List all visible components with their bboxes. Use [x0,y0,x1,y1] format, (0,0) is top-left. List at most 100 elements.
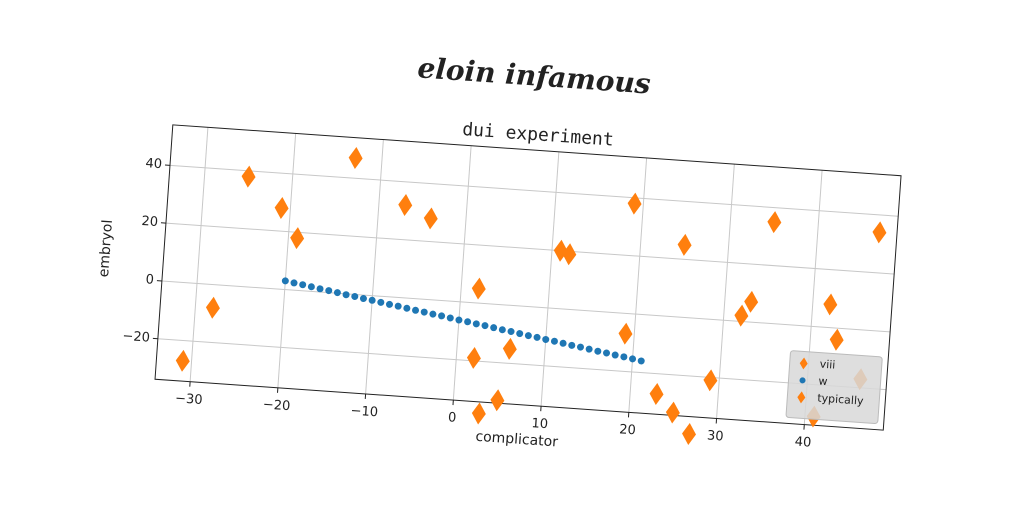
dot-marker [568,341,576,349]
dot-marker [325,287,333,295]
dot-marker [281,277,289,285]
dot-marker [611,351,619,359]
y-tick-label: −20 [122,329,150,346]
x-tick-label: −20 [262,397,290,414]
diamond-marker [205,296,220,319]
dot-marker [603,349,611,357]
dot-marker [290,279,298,287]
dot-marker [620,353,628,361]
dot-marker [429,310,437,318]
diamond-marker [274,197,289,219]
rotated-figure: eloin infamous dui experiment complicato… [96,51,902,451]
dot-marker [368,296,376,304]
dot-marker [481,322,489,330]
dot-marker [533,333,541,341]
legend-marker [799,377,806,384]
grid-line [365,139,384,394]
diamond-marker [471,277,486,300]
diamond-marker [682,423,696,445]
x-axis-label: complicator [475,429,559,451]
dot-marker [412,306,420,314]
diamond-marker [398,194,413,216]
grid-line [452,145,472,401]
diamond-marker [348,146,363,169]
x-tick-label: 40 [794,435,812,451]
x-tick-label: −10 [350,403,378,420]
dot-marker [455,316,463,324]
legend-marker [799,357,808,370]
grid-line [165,222,895,275]
grid-line [189,127,209,382]
dot-marker [629,355,637,363]
dot-marker [464,318,472,326]
dot-marker [472,320,480,328]
suptitle: eloin infamous [417,51,652,100]
grid-line [716,164,735,419]
dot-marker [333,289,341,297]
x-tick-label: 10 [531,416,549,432]
diamond-marker [872,221,887,244]
dot-marker [594,347,602,355]
dot-marker [585,345,593,353]
diamond-marker [767,211,782,234]
diamond-marker [823,293,838,316]
axes-frame [154,124,902,431]
x-tick-label: 30 [707,428,725,444]
diamond-marker [627,192,642,215]
grid-line [169,164,899,217]
diamond-marker [703,369,718,392]
dot-marker [307,283,315,291]
x-tick-label: −30 [175,391,203,408]
dot-marker [394,302,402,310]
dot-marker [299,281,307,289]
diamond-marker [502,337,517,360]
y-tick-label: 40 [145,156,163,172]
diamond-marker [562,243,577,266]
y-axis-label: embryol [96,219,116,278]
dot-marker [342,291,350,299]
diamond-marker [665,401,680,424]
diamond-marker [175,349,190,372]
dot-marker [542,335,550,343]
grid-line [161,280,891,333]
dot-marker [550,337,558,345]
dot-marker [403,304,411,312]
dot-marker [420,308,428,316]
diamond-marker [829,328,844,351]
legend-marker [797,391,806,404]
diamond-marker [466,346,481,369]
dot-marker [385,300,393,308]
diamond-marker [471,402,486,425]
dot-marker [359,295,367,303]
legend-label: typically [817,391,865,407]
diamond-marker [744,290,759,313]
grid-line [628,157,648,413]
diamond-marker [241,165,256,188]
diamond-marker [734,304,749,327]
diamond-marker [618,322,633,345]
dot-marker [516,330,524,338]
chart-title: dui experiment [462,119,615,151]
dot-marker [507,328,515,336]
legend-label: viii [819,358,836,372]
dot-marker [438,312,446,320]
grid-line [157,338,887,391]
diamond-marker [290,227,305,250]
dot-marker [351,292,359,300]
y-tick-label: 20 [141,214,159,230]
dot-marker [498,326,506,334]
legend-box [785,350,883,425]
diamond-marker [423,207,438,230]
diamond-marker [490,389,505,412]
dot-marker [446,314,454,322]
grid-line [540,151,560,407]
dot-marker [524,332,532,340]
diamond-marker [649,382,664,405]
dot-marker [637,357,645,365]
dot-marker [576,343,584,351]
grid-line [277,133,297,388]
dot-marker [559,339,567,347]
y-tick-label: 0 [145,272,154,288]
dot-marker [377,298,385,306]
